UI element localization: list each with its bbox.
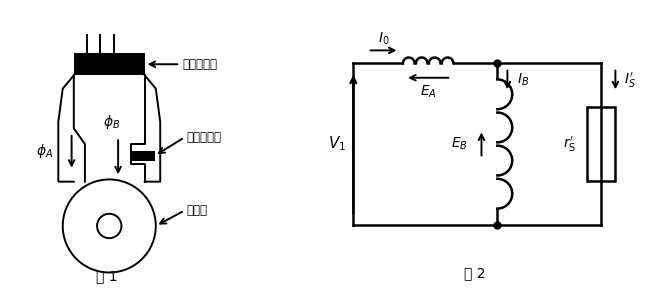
Text: $V_1$: $V_1$	[329, 135, 347, 153]
Text: 図 1: 図 1	[96, 270, 118, 284]
Text: $r_{\rm S}'$: $r_{\rm S}'$	[562, 134, 576, 154]
Text: $E_A$: $E_A$	[420, 84, 437, 100]
Text: $\phi_A$: $\phi_A$	[37, 142, 53, 160]
Text: $I_S'$: $I_S'$	[624, 70, 636, 90]
Bar	[130, 151, 155, 161]
Bar	[587, 107, 615, 181]
Text: 短絡コイル: 短絡コイル	[187, 131, 222, 144]
Text: $I_B$: $I_B$	[518, 72, 530, 88]
Text: $E_B$: $E_B$	[452, 136, 468, 152]
Text: $\phi_B$: $\phi_B$	[103, 113, 120, 131]
Text: 一次コイル: 一次コイル	[182, 58, 217, 71]
Text: 図 2: 図 2	[464, 267, 485, 281]
Bar	[74, 53, 145, 75]
Text: $I_0$: $I_0$	[378, 31, 389, 47]
Text: 回転子: 回転子	[187, 204, 208, 217]
